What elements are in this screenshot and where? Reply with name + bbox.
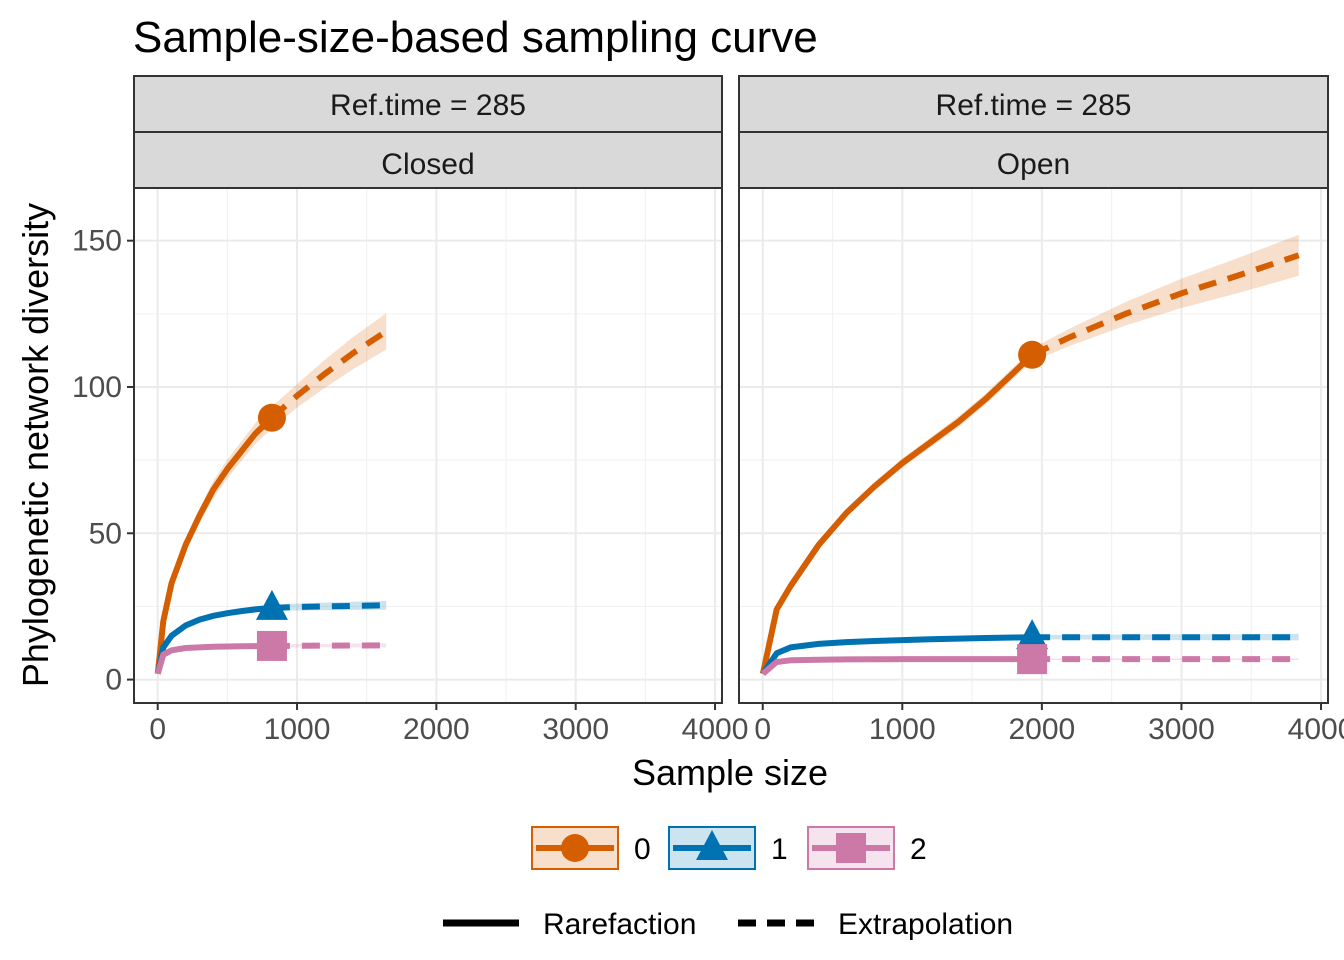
legend-linetype-extrapolation: Extrapolation [738, 908, 1013, 941]
x-tick-label: 1000 [869, 713, 936, 746]
panel-1: Ref.time = 285 Closed 0 1000 2000 3000 4000 0 50… [72, 75, 749, 746]
extrapolation-line [269, 328, 388, 420]
reference-point-triangle [255, 589, 288, 620]
reference-point-square [256, 630, 287, 661]
y-axis-label: Phylogenetic network diversity [15, 203, 56, 687]
legend-label: 0 [634, 833, 651, 866]
panel-2: Ref.time = 285 Open 0 1000 2000 3000 4000 [738, 75, 1344, 746]
strip-bottom-box [133, 131, 723, 189]
x-tick-label: 2000 [403, 713, 470, 746]
reference-point-circle [1018, 340, 1047, 369]
x-tick-label: 1000 [264, 713, 331, 746]
legend-key-0: 0 [531, 826, 651, 870]
series-0 [154, 313, 388, 675]
rarefaction-line [760, 656, 1033, 676]
x-tick-label: 0 [149, 713, 166, 746]
reference-point-square [1017, 644, 1048, 675]
x-tick-label: 3000 [542, 713, 609, 746]
strip-bottom-label: Open [997, 148, 1070, 181]
x-tick-label: 2000 [1008, 713, 1075, 746]
chart-title: Sample-size-based sampling curve [133, 13, 818, 62]
series-2 [154, 630, 387, 675]
series-1 [760, 619, 1299, 676]
legend-marker-triangle [696, 830, 728, 860]
strip-top-box [133, 75, 723, 133]
x-tick-label: 4000 [1288, 713, 1344, 746]
y-tick-label: 100 [72, 371, 122, 404]
panel-background [739, 188, 1328, 703]
legend-key-1: 1 [668, 826, 788, 870]
rarefaction-line [154, 415, 274, 675]
panel-background [134, 188, 722, 703]
rarefaction-line [154, 604, 273, 675]
series-2 [760, 644, 1299, 676]
rarefaction-line [154, 642, 272, 675]
extrapolation-line [1030, 252, 1300, 358]
y-tick-label: 150 [72, 225, 122, 258]
series-1 [154, 589, 387, 675]
rarefaction-line [760, 634, 1033, 676]
legend-key-2: 2 [807, 826, 927, 870]
x-tick-label: 0 [754, 713, 771, 746]
strip-bottom-box [738, 131, 1329, 189]
y-tick-label: 50 [89, 517, 122, 550]
confidence-band [157, 313, 387, 674]
legend-marker-square [836, 833, 866, 863]
strip-bottom-label: Closed [381, 148, 474, 181]
x-axis-label: Sample size [632, 752, 828, 793]
y-tick-label: 0 [105, 664, 122, 697]
x-tick-label: 3000 [1148, 713, 1215, 746]
reference-point-triangle [1016, 619, 1049, 650]
extrapolation-line [271, 642, 387, 649]
reference-point-circle [257, 403, 286, 432]
legend-label: 1 [771, 833, 788, 866]
legend-marker-circle [561, 834, 589, 862]
legend-linetype-rarefaction: Rarefaction [443, 908, 696, 941]
series-0 [759, 234, 1300, 675]
strip-top-label: Ref.time = 285 [330, 89, 526, 122]
legend-linetype-label: Extrapolation [838, 908, 1013, 941]
rarefaction-line [759, 352, 1035, 675]
x-tick-label: 4000 [682, 713, 749, 746]
legend-label: 2 [910, 833, 927, 866]
confidence-band [762, 234, 1299, 674]
legend-linetype-label: Rarefaction [543, 908, 696, 941]
strip-top-label: Ref.time = 285 [936, 89, 1132, 122]
legend: 0 1 2 Rarefaction Extrapolation [443, 826, 1013, 941]
extrapolation-line [271, 602, 387, 611]
